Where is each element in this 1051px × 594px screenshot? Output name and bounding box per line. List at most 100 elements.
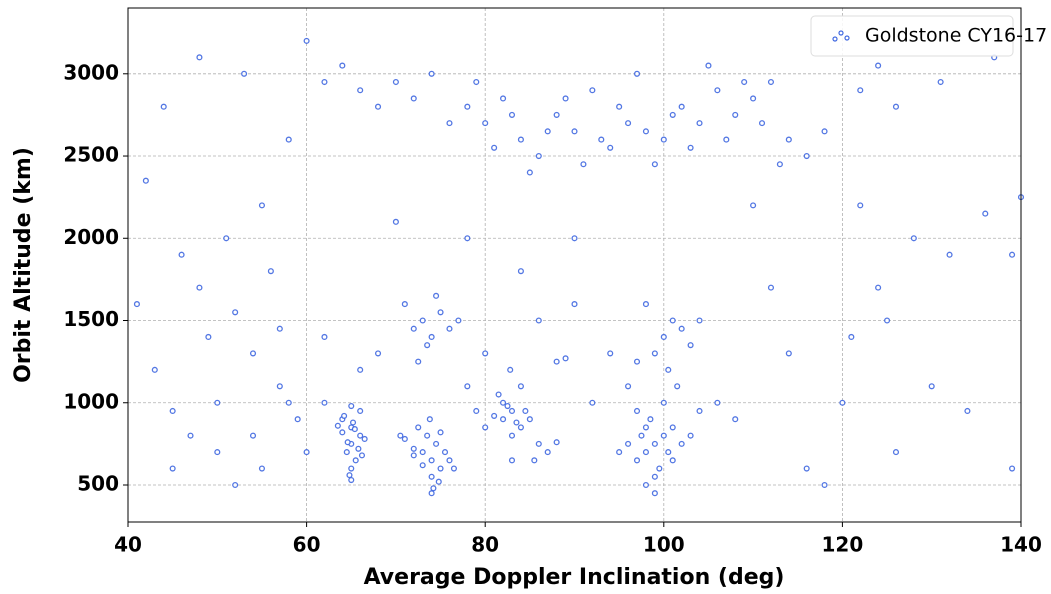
point	[535, 440, 542, 447]
point	[133, 301, 140, 308]
point	[348, 477, 355, 484]
point	[196, 54, 203, 61]
point	[785, 136, 792, 143]
point	[571, 235, 578, 242]
point	[562, 95, 569, 102]
point	[665, 366, 672, 373]
point	[732, 111, 739, 118]
point	[589, 87, 596, 94]
point	[696, 120, 703, 127]
point	[571, 301, 578, 308]
point	[678, 440, 685, 447]
point	[513, 419, 520, 426]
point	[776, 161, 783, 168]
x-tick-label: 80	[471, 533, 499, 557]
point	[346, 472, 353, 479]
point	[214, 399, 221, 406]
point	[669, 457, 676, 464]
point	[303, 449, 310, 456]
point	[767, 78, 775, 86]
point	[437, 429, 444, 436]
point	[249, 432, 257, 439]
y-axis-label: Orbit Altitude (km)	[11, 147, 36, 383]
point	[821, 481, 828, 489]
point	[241, 70, 248, 77]
point	[415, 424, 422, 431]
point	[625, 120, 632, 127]
point	[428, 457, 435, 464]
point	[249, 350, 257, 357]
point	[651, 440, 658, 447]
point	[169, 407, 176, 415]
point	[531, 457, 538, 464]
point	[491, 144, 498, 151]
point	[294, 416, 301, 423]
point	[357, 432, 364, 439]
point	[767, 284, 775, 291]
point	[616, 449, 623, 456]
point	[544, 128, 551, 135]
point	[341, 412, 348, 419]
point	[687, 432, 694, 439]
point	[473, 78, 480, 86]
point	[426, 416, 433, 423]
point	[616, 103, 623, 110]
point	[660, 136, 667, 143]
point	[348, 465, 355, 472]
point	[669, 111, 676, 118]
point	[507, 366, 514, 373]
point	[433, 440, 440, 447]
point	[928, 383, 935, 390]
legend-marker	[838, 30, 844, 36]
point	[660, 333, 667, 341]
point	[339, 62, 346, 69]
point	[500, 95, 507, 102]
point	[633, 407, 641, 415]
point	[178, 251, 185, 258]
point	[522, 407, 529, 415]
point	[348, 402, 355, 410]
point	[562, 355, 569, 362]
point	[464, 383, 471, 390]
point	[875, 284, 882, 291]
point	[607, 350, 614, 357]
point	[517, 136, 524, 143]
point	[343, 449, 350, 456]
point	[821, 128, 828, 135]
point	[553, 358, 560, 365]
point	[982, 210, 989, 217]
point	[651, 490, 658, 497]
point	[651, 473, 658, 480]
y-tick-label: 3000	[63, 60, 119, 84]
point	[187, 432, 194, 439]
point	[397, 432, 404, 439]
point	[303, 37, 310, 44]
point	[223, 235, 230, 242]
point	[435, 478, 442, 485]
point	[169, 465, 176, 472]
point	[517, 424, 524, 431]
point	[446, 120, 453, 127]
point	[1009, 251, 1016, 258]
point	[410, 325, 417, 332]
point	[758, 120, 766, 127]
point	[374, 350, 382, 357]
point	[437, 309, 444, 316]
point	[669, 424, 676, 431]
point	[473, 407, 480, 415]
point	[441, 449, 449, 456]
point	[504, 402, 511, 410]
point	[910, 235, 917, 242]
point	[361, 435, 368, 442]
point	[946, 251, 953, 258]
point	[151, 366, 158, 373]
x-tick-label: 140	[1000, 533, 1042, 557]
point	[625, 440, 632, 447]
point	[437, 465, 444, 472]
point	[267, 268, 274, 275]
point	[401, 301, 408, 308]
point	[419, 317, 426, 324]
point	[638, 432, 645, 439]
point	[678, 103, 685, 110]
point	[642, 481, 649, 489]
